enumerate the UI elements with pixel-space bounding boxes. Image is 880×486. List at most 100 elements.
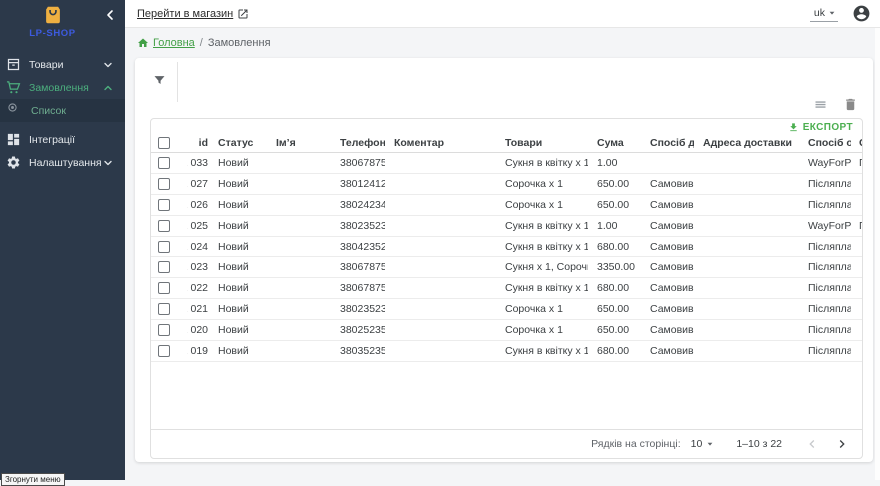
next-page-icon[interactable] bbox=[834, 436, 850, 452]
sidebar-item-orders-list[interactable]: Список bbox=[0, 99, 125, 122]
row-checkbox[interactable] bbox=[158, 344, 170, 357]
cell-payment: Післяплата bbox=[808, 198, 851, 211]
column-header-phone[interactable]: Телефон bbox=[340, 136, 385, 149]
sidebar-menu: Товари Замовлення Список Інтеграці bbox=[0, 53, 125, 174]
radio-bullet-icon bbox=[8, 103, 17, 118]
cell-status: Новий bbox=[218, 324, 249, 337]
cell-pay_status: П bbox=[851, 153, 862, 173]
cell-comment bbox=[385, 237, 496, 257]
cell-delivery: Самовивіз bbox=[650, 303, 694, 316]
cell-comment bbox=[385, 320, 496, 340]
cell-name bbox=[267, 153, 331, 173]
collapse-menu-icon[interactable] bbox=[103, 8, 117, 22]
cell-name bbox=[267, 237, 331, 257]
table-empty-space bbox=[151, 362, 862, 429]
cell-sum: 680.00 bbox=[597, 344, 630, 357]
cell-address bbox=[694, 341, 799, 361]
row-checkbox[interactable] bbox=[158, 303, 170, 316]
account-icon[interactable] bbox=[852, 4, 871, 23]
cell-phone: 380678755722 bbox=[340, 261, 385, 274]
rows-per-page-label: Рядків на сторінці: bbox=[591, 438, 681, 450]
cell-status: Новий bbox=[218, 240, 249, 253]
column-header-delivery[interactable]: Спосіб до... bbox=[650, 136, 694, 149]
column-header-payment[interactable]: Спосіб оп... bbox=[808, 136, 851, 149]
cell-products: Сорочка x 1 bbox=[505, 324, 563, 337]
cell-products: Сукня x 1, Сорочка x 4 bbox=[505, 261, 588, 274]
sidebar-item-settings[interactable]: Налаштування bbox=[0, 151, 125, 174]
cell-status: Новий bbox=[218, 303, 249, 316]
row-checkbox[interactable] bbox=[158, 324, 170, 337]
export-button[interactable]: ЕКСПОРТ bbox=[788, 122, 853, 133]
sidebar-item-integrations[interactable]: Інтеграції bbox=[0, 128, 125, 151]
table-row[interactable]: 1 021 Новий 380235235235 Сорочка x 1 650.00 С… bbox=[151, 299, 862, 321]
cell-name bbox=[267, 299, 331, 319]
row-checkbox[interactable] bbox=[158, 198, 170, 211]
breadcrumb: Головна / Замовлення bbox=[137, 37, 271, 49]
chevron-down-icon bbox=[104, 61, 112, 69]
breadcrumb-home-link[interactable]: Головна bbox=[137, 37, 195, 49]
checkbox-cell bbox=[151, 237, 187, 257]
view-list-icon[interactable] bbox=[813, 97, 828, 112]
filter-icon[interactable] bbox=[152, 73, 167, 88]
cell-status: Новий bbox=[218, 282, 249, 295]
sidebar-item-orders[interactable]: Замовлення bbox=[0, 76, 125, 99]
column-header-name[interactable]: Ім’я bbox=[276, 136, 296, 149]
cell-id: 1 033 bbox=[187, 156, 208, 169]
trash-icon[interactable] bbox=[843, 97, 858, 112]
row-checkbox[interactable] bbox=[158, 156, 170, 169]
row-checkbox[interactable] bbox=[158, 261, 170, 274]
cell-delivery: Самовивіз bbox=[650, 261, 694, 274]
cell-sum: 650.00 bbox=[597, 324, 630, 337]
language-select[interactable]: uk bbox=[809, 6, 838, 22]
cell-payment: Післяплата bbox=[808, 282, 851, 295]
checkbox-cell bbox=[151, 320, 187, 340]
column-header-products[interactable]: Товари bbox=[505, 136, 543, 149]
breadcrumb-separator: / bbox=[199, 37, 203, 49]
table-row[interactable]: 1 024 Новий 380423523523 Сукня в квітку x 1… bbox=[151, 237, 862, 258]
cell-products: Сукня в квітку x 1 bbox=[505, 282, 588, 295]
select-all-checkbox[interactable] bbox=[158, 136, 170, 149]
logo[interactable]: LP-SHOP bbox=[0, 4, 105, 39]
column-header-status[interactable]: Статус bbox=[218, 136, 254, 149]
cell-pay_status bbox=[851, 257, 862, 277]
sidebar: LP-SHOP Товари Замовлення bbox=[0, 0, 125, 486]
column-header-comment[interactable]: Коментар bbox=[394, 136, 445, 149]
previous-page-icon[interactable] bbox=[804, 436, 820, 452]
row-checkbox[interactable] bbox=[158, 240, 170, 253]
scrollbar-track[interactable] bbox=[875, 28, 880, 480]
cell-payment: WayForPay bbox=[808, 156, 851, 169]
table-row[interactable]: 1 023 Новий 380678755722 Сукня x 1, Сорочка… bbox=[151, 257, 862, 279]
cell-status: Новий bbox=[218, 198, 249, 211]
caret-down-icon bbox=[829, 11, 835, 15]
column-header-pay_status[interactable]: С bbox=[851, 133, 862, 152]
cell-comment bbox=[385, 257, 496, 277]
table-header-row: id Статус Ім’я Телефон Коментар Товари Сума Спо… bbox=[151, 133, 862, 153]
cell-id: 1 024 bbox=[187, 240, 208, 253]
cell-name bbox=[267, 195, 331, 215]
cell-phone: 380678755765 bbox=[340, 282, 385, 295]
table-row[interactable]: 1 033 Новий 380678755765 Сукня в квітку x 1… bbox=[151, 153, 862, 174]
go-to-store-link[interactable]: Перейти в магазин bbox=[137, 8, 249, 20]
row-checkbox[interactable] bbox=[158, 219, 170, 232]
cell-id: 1 027 bbox=[187, 177, 208, 190]
table-row[interactable]: 1 020 Новий 380252352352 Сорочка x 1 650.00 С… bbox=[151, 320, 862, 342]
cell-pay_status bbox=[851, 237, 862, 257]
table-row[interactable]: 1 019 Новий 380352352353 Сукня в квітку x 1… bbox=[151, 341, 862, 362]
table-row[interactable]: 1 025 Новий 380235235235 Сукня в квітку x 1… bbox=[151, 216, 862, 237]
row-checkbox[interactable] bbox=[158, 177, 170, 190]
cell-address bbox=[694, 237, 799, 257]
language-value: uk bbox=[813, 6, 825, 19]
cell-payment: Післяплата bbox=[808, 344, 851, 357]
column-header-id[interactable]: id bbox=[198, 136, 208, 149]
column-header-address[interactable]: Адреса доставки bbox=[703, 136, 793, 149]
cell-comment bbox=[385, 341, 496, 361]
table-row[interactable]: 1 022 Новий 380678755765 Сукня в квітку x 1… bbox=[151, 278, 862, 300]
sidebar-item-products[interactable]: Товари bbox=[0, 53, 125, 76]
export-label: ЕКСПОРТ bbox=[802, 122, 853, 133]
column-header-sum[interactable]: Сума bbox=[597, 136, 624, 149]
table-row[interactable]: 1 026 Новий 380242342342 Сорочка x 1 650.00 С… bbox=[151, 195, 862, 216]
rows-per-page-select[interactable]: 10 bbox=[691, 438, 715, 450]
row-checkbox[interactable] bbox=[158, 282, 170, 295]
dashboard-grid-icon bbox=[6, 132, 21, 147]
table-row[interactable]: 1 027 Новий 380124124124 Сорочка x 1 650.00 С… bbox=[151, 174, 862, 195]
